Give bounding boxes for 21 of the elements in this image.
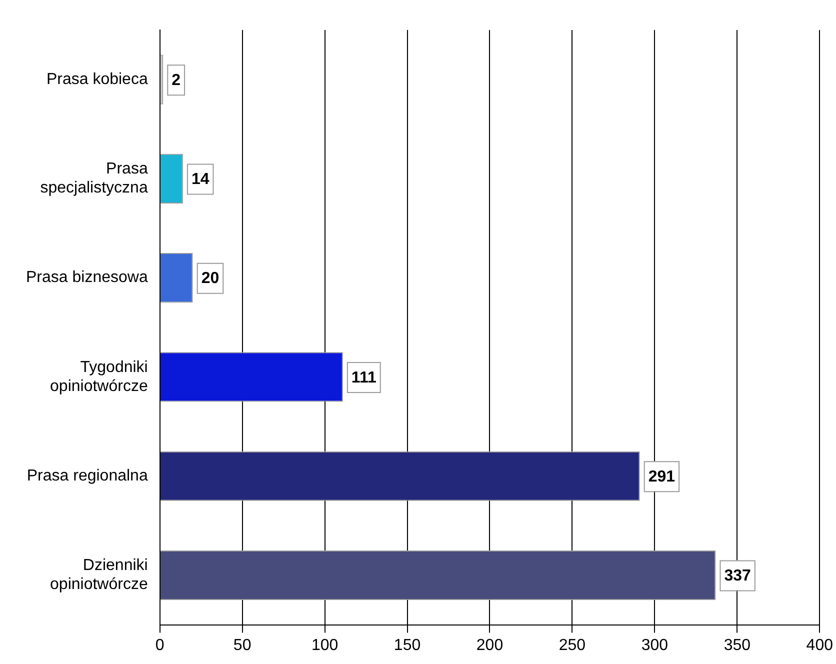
x-tick-label: 250 xyxy=(558,636,586,654)
y-tick-label: Tygodniki opiniotwórcze xyxy=(50,358,148,395)
y-tick-label: Prasa kobieca xyxy=(46,70,148,88)
y-tick-label: Prasa biznesowa xyxy=(26,269,148,286)
x-tick-label: 350 xyxy=(724,636,751,654)
y-tick-label: Dzienniki opiniotwórcze xyxy=(50,557,148,594)
y-tick-label: Prasa regionalna xyxy=(26,468,148,485)
data-label: 14 xyxy=(191,171,210,188)
x-tick-label: 0 xyxy=(155,636,164,654)
x-tick-label: 400 xyxy=(806,636,834,654)
data-label: 20 xyxy=(201,270,220,288)
data-label: 111 xyxy=(351,369,376,386)
x-tick-label: 50 xyxy=(233,636,252,654)
x-tick-label: 200 xyxy=(476,636,504,654)
y-tick-label: Prasa specjalistyczna xyxy=(40,160,148,197)
data-label: 2 xyxy=(172,72,181,89)
data-label: 291 xyxy=(648,468,676,486)
x-tick-label: 300 xyxy=(641,636,668,654)
x-tick-label: 100 xyxy=(311,636,338,654)
x-tick-label: 150 xyxy=(394,636,421,654)
data-label: 337 xyxy=(724,568,752,585)
